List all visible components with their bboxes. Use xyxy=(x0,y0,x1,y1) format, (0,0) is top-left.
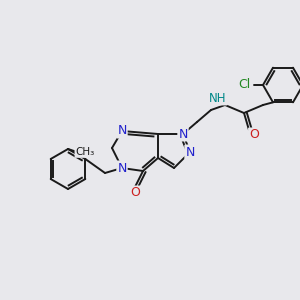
Text: NH: NH xyxy=(209,92,227,104)
Text: N: N xyxy=(185,146,195,158)
Text: O: O xyxy=(249,128,259,142)
Text: N: N xyxy=(117,161,127,175)
Text: N: N xyxy=(178,128,188,140)
Text: N: N xyxy=(117,124,127,137)
Text: Cl: Cl xyxy=(238,79,250,92)
Text: CH₃: CH₃ xyxy=(75,147,94,157)
Text: O: O xyxy=(130,187,140,200)
